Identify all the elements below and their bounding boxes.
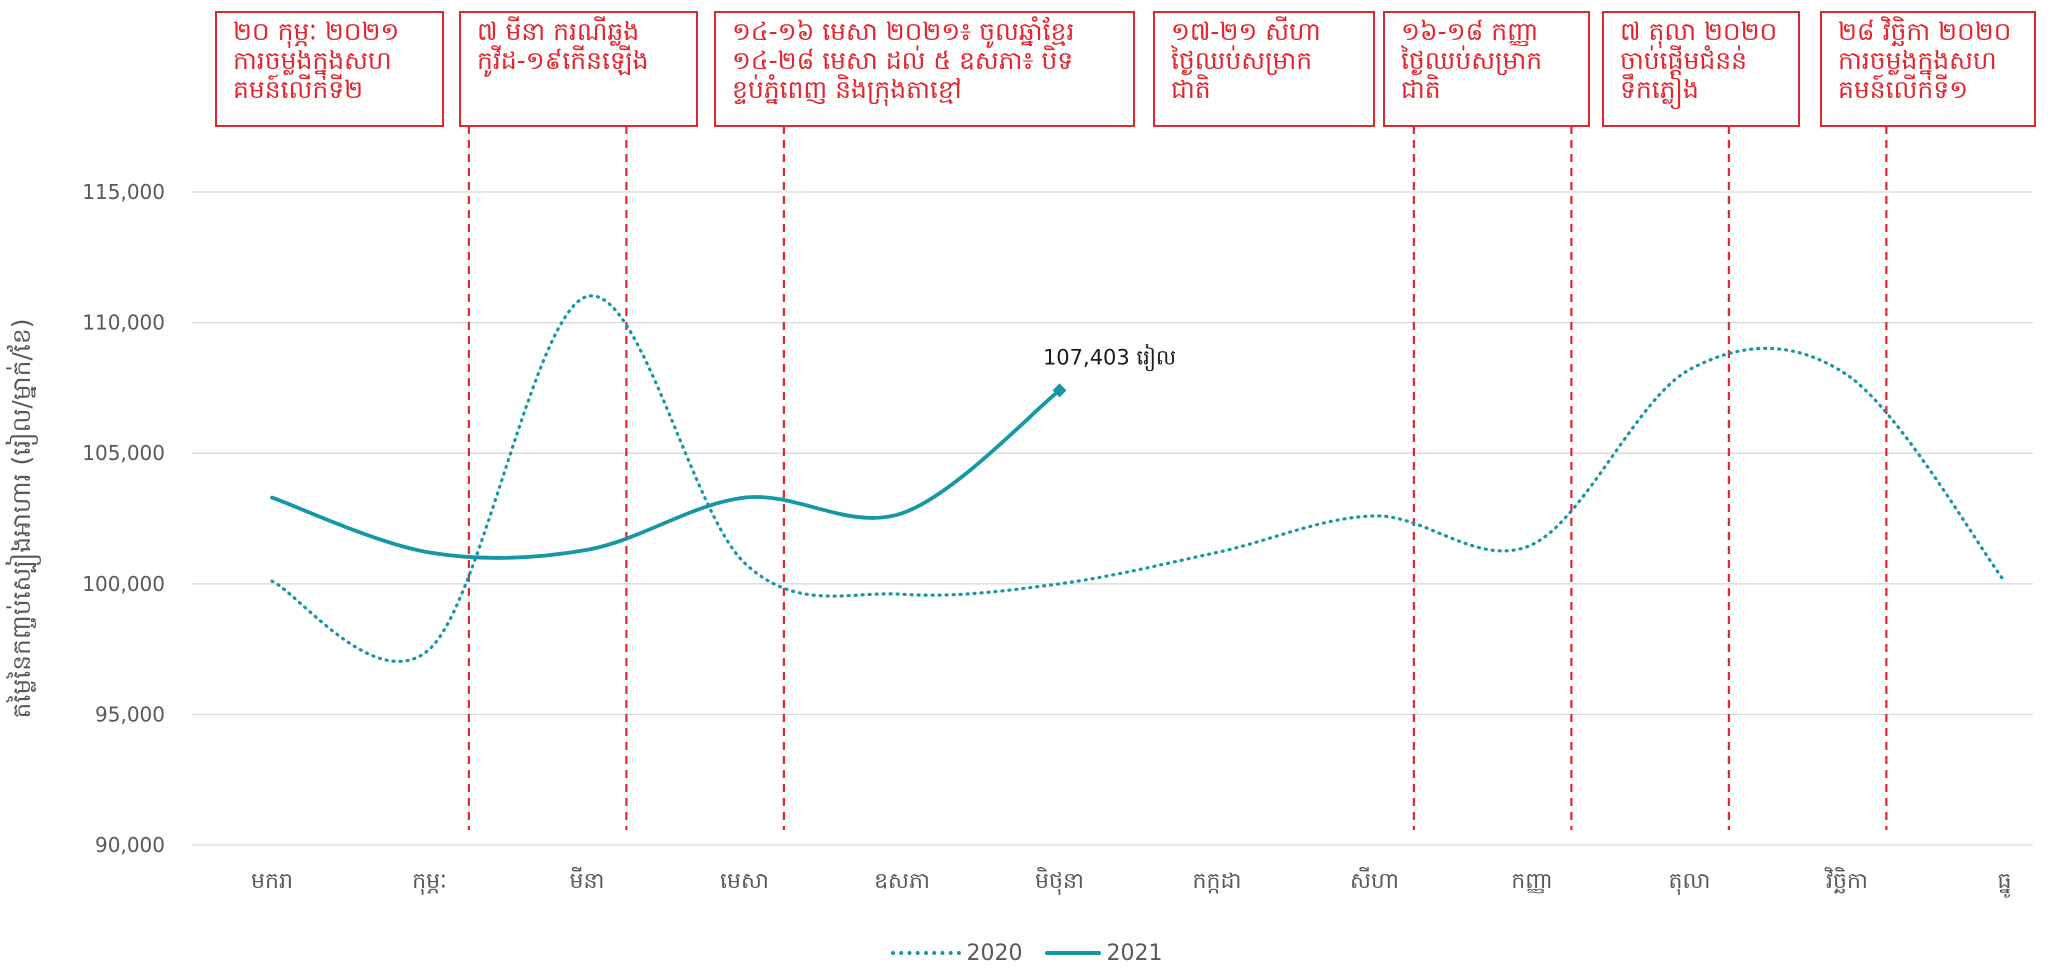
legend-label-2021: 2021 [1106,940,1163,966]
series-line-2020 [270,294,2007,664]
annotation-box-0: ២០ កុម្ភៈ ២០២១ ការចម្លងក្នុងសហ គមន៍លើកទី… [215,11,444,127]
annotation-box-2: ១៤-១៦ មេសា ២០២១៖ ចូលឆ្នាំខ្មែរ ១៤-២៨ មេស… [714,11,1135,127]
y-axis-title: តម្លៃនៃកញ្ចប់ស្បៀងអាហារ (រៀល/ម្នាក់/ខែ) [5,319,41,719]
x-tick-label: មីនា [570,867,605,894]
x-tick-label: កុម្ភៈ [412,869,447,895]
y-tick-label: 95,000 [95,702,165,726]
x-tick-label: វិច្ឆិកា [1824,867,1868,894]
x-tick-label: កញ្ញា [1511,869,1552,894]
endpoint-marker-2021 [1052,383,1067,398]
y-tick-label: 115,000 [82,180,165,204]
y-tick-label: 100,000 [82,572,165,596]
x-tick-label: មិថុនា [1035,867,1084,895]
data-label-2021: 107,403 រៀល [1043,343,1176,371]
annotation-box-3: ១៧-២១ សីហា ថ្ងៃឈប់សម្រាក ជាតិ [1153,11,1375,127]
x-tick-label: សីហា [1350,867,1399,894]
x-tick-label: ធ្នូ [1998,869,2012,898]
series-line-2021 [270,388,1062,560]
y-tick-label: 110,000 [82,311,165,335]
legend-swatch-2021 [1044,951,1101,955]
y-tick-label: 90,000 [95,833,165,857]
x-tick-label: កក្កដា [1193,869,1242,894]
x-tick-label: តុលា [1669,869,1711,895]
annotation-box-1: ៧ មីនា ករណីឆ្លង កូវីដ-១៩កើនឡើង [459,11,698,127]
annotation-box-6: ២៨ វិច្ឆិកា ២០២០ ការចម្លងក្នុងសហ គមន៍លើក… [1820,11,2036,127]
annotation-box-4: ១៦-១៨ កញ្ញា ថ្ងៃឈប់សម្រាក ជាតិ [1383,11,1590,127]
legend-swatch-2020 [890,951,961,955]
x-tick-label: មេសា [720,869,769,894]
annotation-box-5: ៧ តុលា ២០២០ ចាប់ផ្ដើមជំនន់ ទឹកភ្លៀង [1602,11,1800,127]
y-tick-label: 105,000 [82,441,165,465]
x-tick-label: ឧសភា [874,869,930,894]
legend-item-2020: 2020 [890,940,1023,966]
legend-label-2020: 2020 [966,940,1023,966]
x-tick-label: មករា [251,869,293,894]
legend-item-2021: 2021 [1044,940,1163,966]
legend: 2020 2021 [0,936,2053,970]
